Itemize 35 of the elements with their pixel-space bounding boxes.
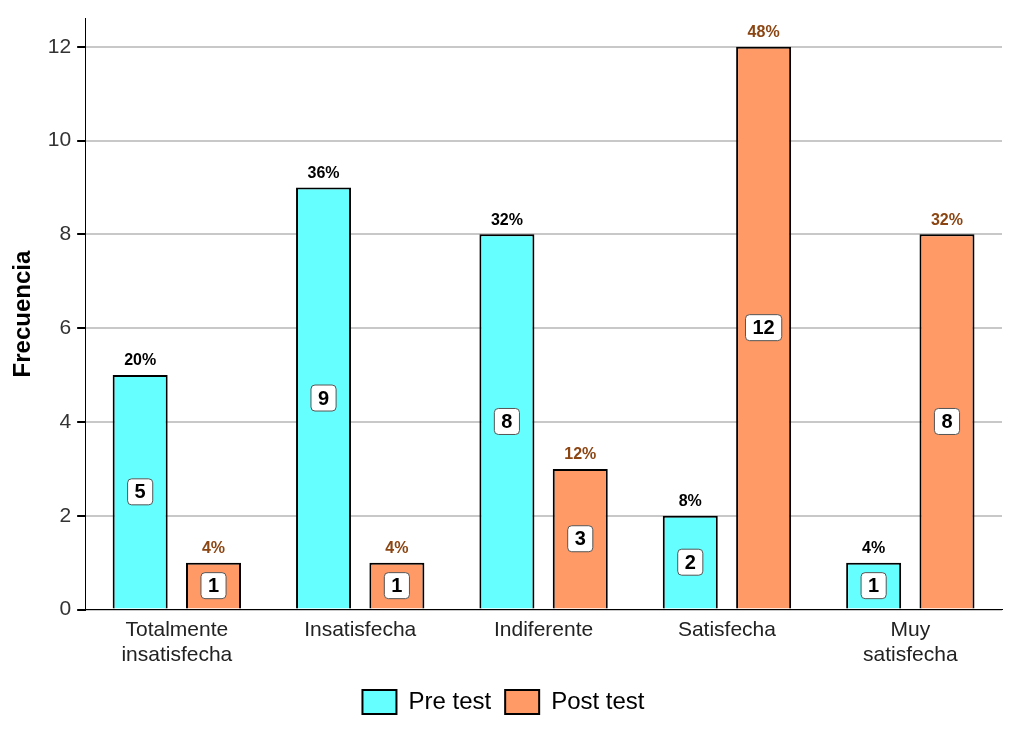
data-label: 1 — [868, 574, 880, 597]
legend-label: Post test — [551, 686, 645, 714]
y-tick-label: 0 — [59, 596, 72, 620]
data-label: 12 — [752, 316, 775, 339]
y-tick-label: 10 — [47, 127, 72, 151]
y-axis-title: Frecuencia — [8, 250, 36, 378]
data-label: 8 — [501, 410, 513, 432]
y-tick-label: 8 — [59, 221, 72, 245]
data-label: 9 — [317, 386, 330, 409]
legend-label: Pre test — [408, 686, 492, 714]
x-tick-label: Totalmente insatisfecha — [121, 617, 233, 666]
data-label: 5 — [134, 480, 146, 503]
data-label: 3 — [574, 527, 586, 550]
annotation: 36% — [307, 163, 340, 181]
x-tick-label: Indiferente — [493, 617, 594, 640]
x-tick-label: Muy satisfecha — [863, 617, 958, 666]
annotation: 4% — [385, 539, 409, 557]
annotation: 12% — [564, 445, 597, 463]
y-tick-label: 2 — [59, 502, 72, 526]
x-tick-label: Insatisfecha — [304, 617, 417, 640]
annotation: 4% — [862, 539, 886, 557]
data-label: 1 — [207, 574, 220, 597]
annotation: 4% — [201, 539, 226, 557]
data-label: 8 — [941, 410, 953, 432]
annotation: 32% — [930, 210, 964, 228]
annotation: 20% — [124, 351, 157, 369]
annotation: 8% — [678, 492, 702, 510]
annotation: 32% — [490, 210, 523, 228]
data-label: 2 — [684, 550, 696, 573]
y-tick-label: 12 — [47, 33, 72, 57]
data-label: 1 — [391, 574, 403, 597]
y-tick-label: 6 — [59, 314, 72, 338]
annotation: 48% — [747, 23, 780, 41]
x-tick-label: Satisfecha — [677, 617, 777, 640]
y-tick-label: 4 — [59, 408, 72, 432]
